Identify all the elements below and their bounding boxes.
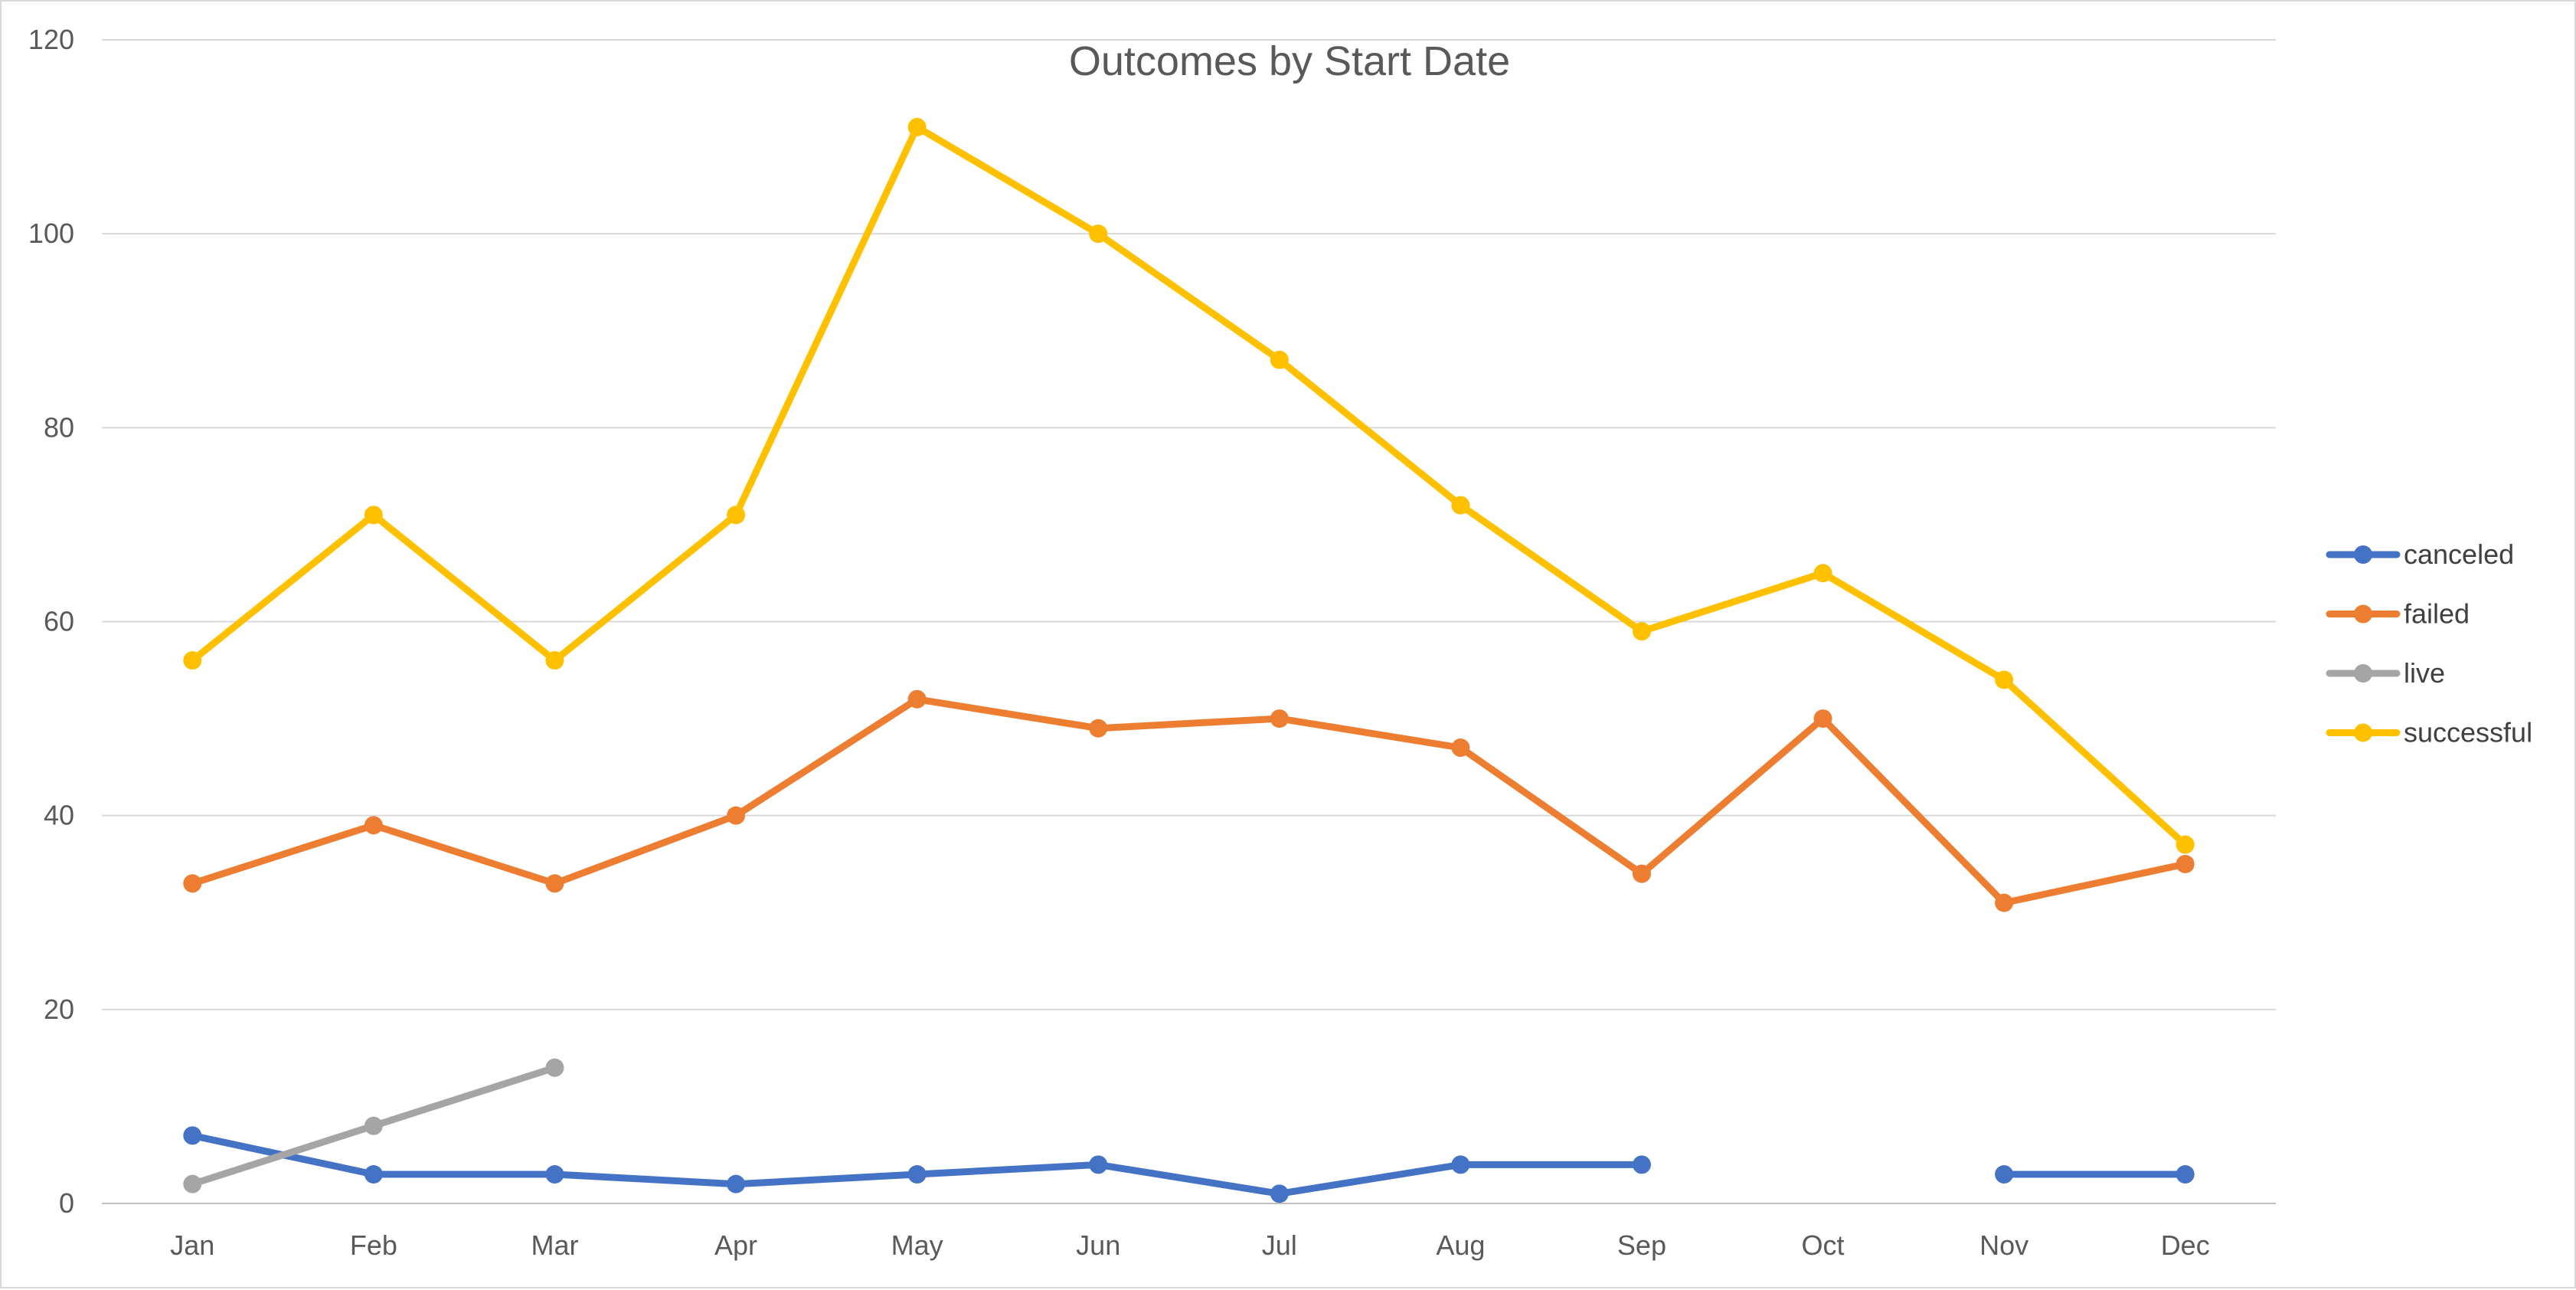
x-tick-label: Aug <box>1436 1229 1485 1261</box>
data-point-failed <box>1813 709 1832 728</box>
gridlines <box>102 39 2276 1204</box>
y-tick-label: 40 <box>44 800 74 831</box>
data-point-canceled <box>183 1126 202 1145</box>
y-tick-label: 80 <box>44 411 74 443</box>
data-point-canceled <box>727 1174 746 1193</box>
x-tick-label: Feb <box>350 1229 397 1261</box>
data-point-canceled <box>2176 1165 2195 1184</box>
x-tick-label: Oct <box>1802 1229 1845 1261</box>
data-point-failed <box>1632 864 1651 883</box>
data-point-failed <box>1089 719 1108 738</box>
x-tick-label: Nov <box>1979 1229 2028 1261</box>
data-point-live <box>183 1174 202 1193</box>
data-point-successful <box>1270 350 1289 369</box>
y-tick-label: 20 <box>44 994 74 1025</box>
y-axis: 0 20 40 60 80 100 120 <box>28 24 74 1219</box>
legend-swatch-marker <box>2354 664 2372 683</box>
data-point-canceled <box>1995 1165 2014 1184</box>
data-point-successful <box>1995 670 2014 689</box>
data-point-live <box>545 1058 564 1077</box>
legend: canceled failed live successful <box>2326 539 2532 748</box>
y-tick-label: 120 <box>28 24 74 55</box>
chart-title: Outcomes by Start Date <box>1069 38 1510 84</box>
data-point-successful <box>1089 224 1108 244</box>
data-point-successful <box>1632 622 1651 641</box>
series-line-failed <box>188 696 2189 907</box>
series-live <box>183 1058 564 1193</box>
x-tick-label: Sep <box>1617 1229 1666 1261</box>
legend-swatch-marker <box>2354 545 2372 564</box>
legend-label: failed <box>2404 598 2470 630</box>
data-point-canceled <box>1451 1155 1470 1174</box>
y-tick-label: 0 <box>59 1187 74 1219</box>
data-point-canceled <box>364 1165 383 1184</box>
legend-item-canceled: canceled <box>2326 539 2514 570</box>
data-point-canceled <box>1632 1155 1651 1174</box>
data-point-canceled <box>1270 1184 1289 1203</box>
y-tick-label: 100 <box>28 218 74 249</box>
data-point-successful <box>2176 835 2195 854</box>
series-line-canceled <box>188 1131 1646 1197</box>
x-tick-label: May <box>891 1229 943 1261</box>
series-lines <box>183 117 2195 1203</box>
data-point-successful <box>364 506 383 525</box>
y-tick-label: 60 <box>44 606 74 637</box>
data-point-live <box>364 1116 383 1135</box>
data-point-failed <box>2176 854 2195 873</box>
series-failed <box>183 689 2195 912</box>
data-point-canceled <box>907 1165 927 1184</box>
legend-item-failed: failed <box>2326 598 2470 630</box>
series-successful <box>183 117 2195 854</box>
data-point-failed <box>545 874 564 893</box>
legend-item-live: live <box>2326 657 2445 689</box>
data-point-canceled <box>545 1165 564 1184</box>
data-point-failed <box>1995 893 2014 912</box>
legend-item-successful: successful <box>2326 717 2532 748</box>
x-axis: Jan Feb Mar Apr May Jun Jul Aug Sep Oct Nov Dec <box>170 1229 2209 1261</box>
data-point-successful <box>1813 564 1832 583</box>
x-tick-label: Dec <box>2161 1229 2210 1261</box>
data-point-successful <box>1451 496 1470 515</box>
data-point-failed <box>1270 709 1289 728</box>
data-point-failed <box>1451 738 1470 758</box>
legend-swatch-marker <box>2354 723 2372 742</box>
legend-label: canceled <box>2404 539 2514 570</box>
legend-label: live <box>2404 657 2445 689</box>
data-point-failed <box>907 689 927 709</box>
data-point-failed <box>183 874 202 893</box>
legend-swatch-marker <box>2354 604 2372 624</box>
series-canceled <box>183 1126 2195 1203</box>
data-point-canceled <box>1089 1155 1108 1174</box>
data-point-successful <box>545 651 564 670</box>
series-line-successful <box>188 123 2189 849</box>
data-point-failed <box>727 806 746 825</box>
data-point-successful <box>727 506 746 525</box>
data-point-successful <box>183 651 202 670</box>
data-point-successful <box>907 117 927 136</box>
x-tick-label: Jan <box>170 1229 214 1261</box>
x-tick-label: Jun <box>1076 1229 1120 1261</box>
x-tick-label: Apr <box>714 1229 757 1261</box>
legend-label: successful <box>2404 717 2532 748</box>
x-tick-label: Mar <box>531 1229 578 1261</box>
x-tick-label: Jul <box>1262 1229 1297 1261</box>
data-point-failed <box>364 816 383 835</box>
